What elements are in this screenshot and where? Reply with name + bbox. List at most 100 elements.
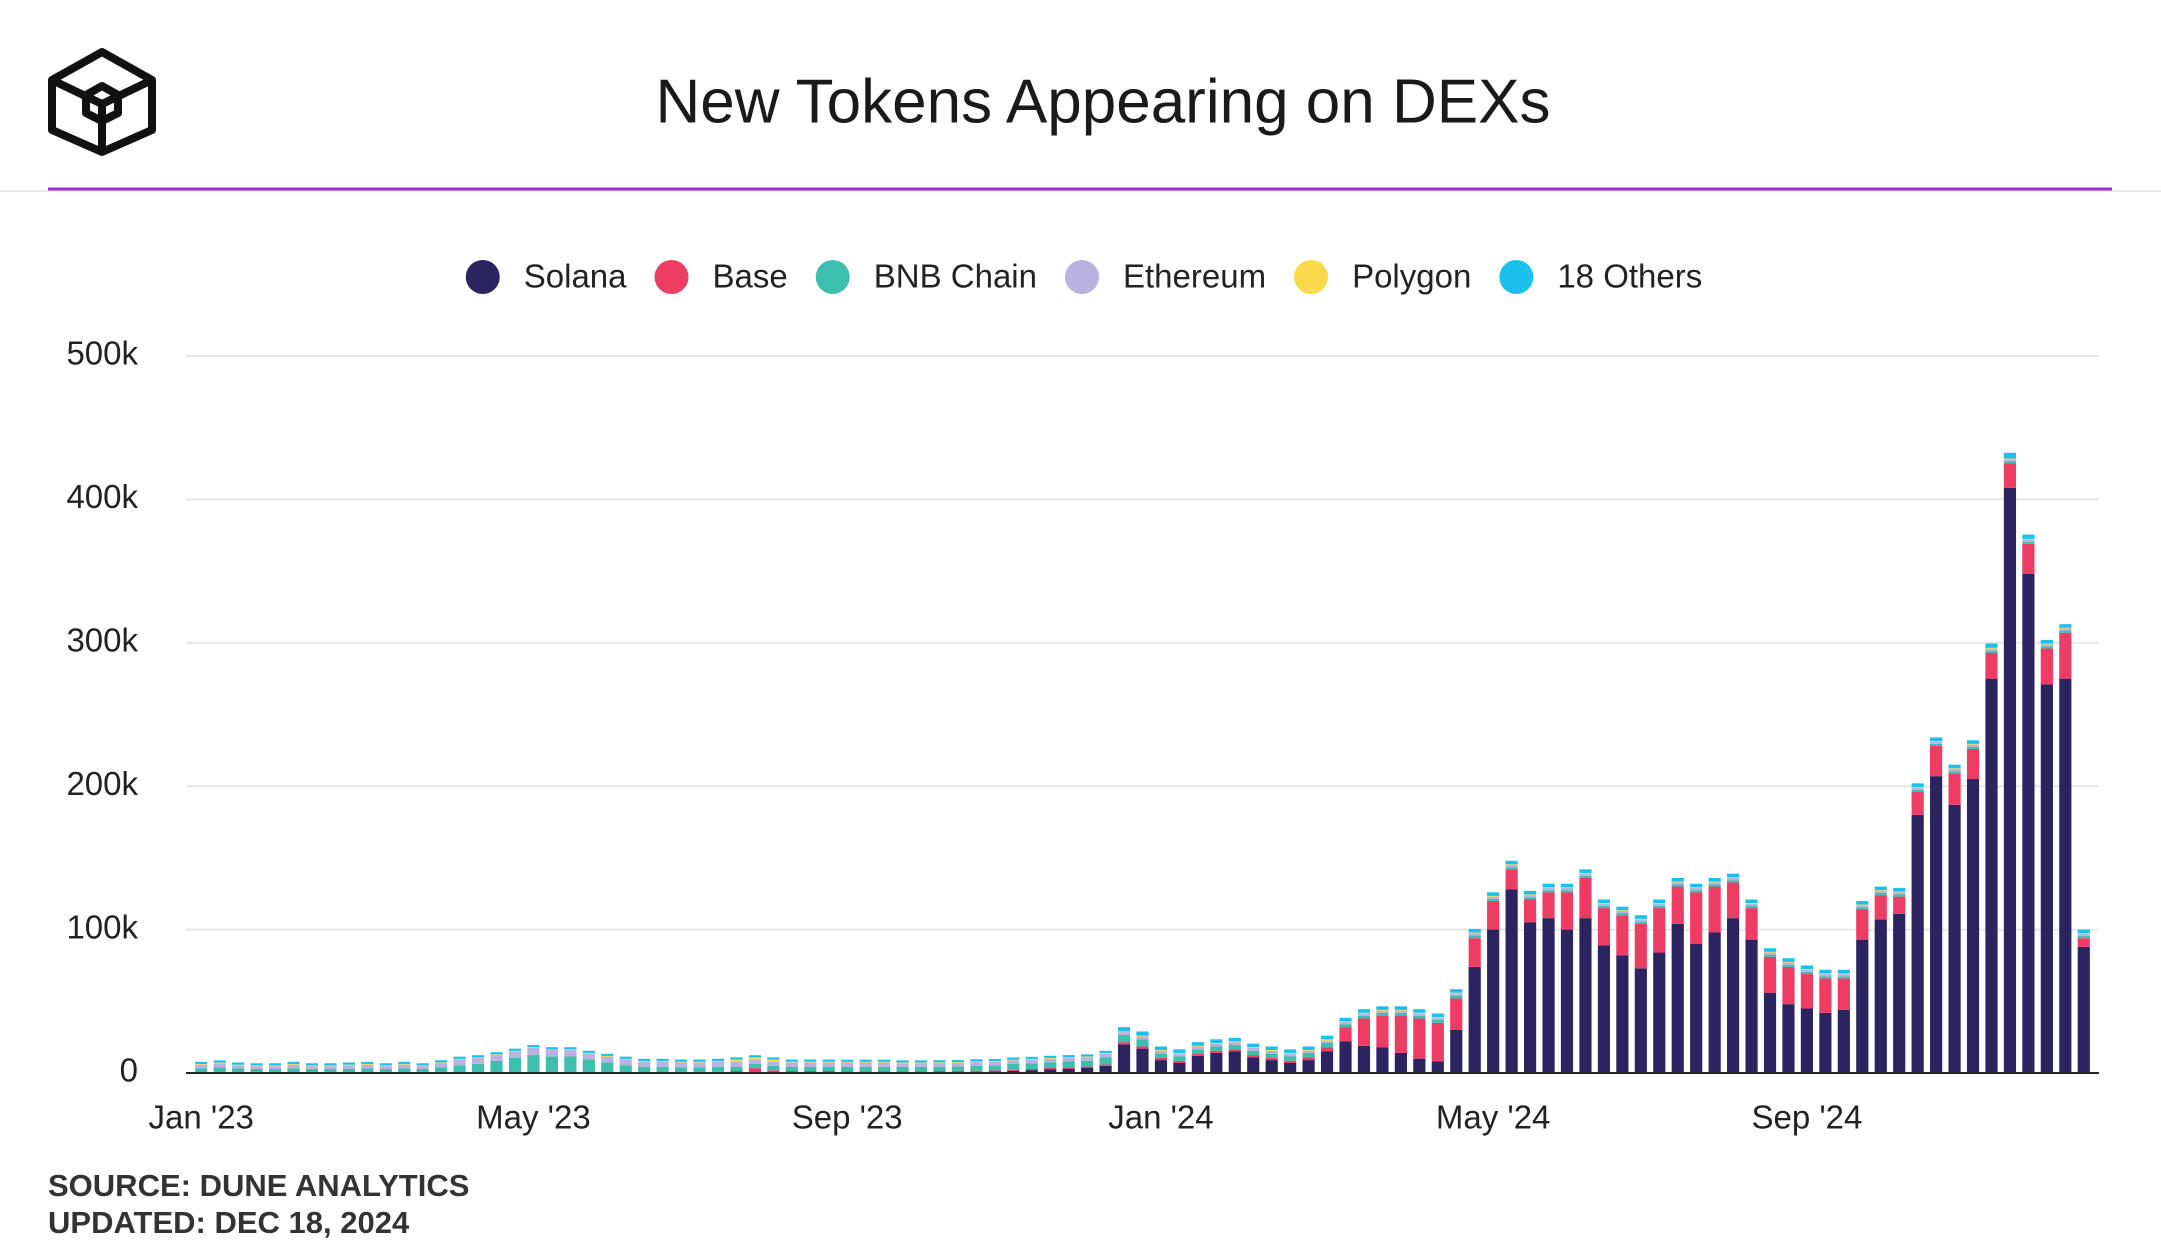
bar-segment bbox=[1930, 741, 1943, 742]
bar-segment bbox=[1837, 976, 1850, 979]
bar-segment bbox=[656, 1061, 669, 1067]
bar-segment bbox=[1025, 1059, 1038, 1064]
bar-segment bbox=[1431, 1022, 1444, 1062]
bar-segment bbox=[1468, 928, 1481, 933]
bar-segment bbox=[1763, 954, 1777, 957]
bar-segment bbox=[1210, 1050, 1223, 1053]
bar-segment bbox=[453, 1058, 466, 1060]
legend-label: 18 Others bbox=[1557, 258, 1702, 295]
bar-segment bbox=[1025, 1070, 1038, 1073]
bar-segment bbox=[1247, 1043, 1260, 1048]
bar-segment bbox=[1228, 1042, 1241, 1046]
bar-segment bbox=[841, 1061, 854, 1063]
bar-segment bbox=[1800, 969, 1814, 970]
bar-segment bbox=[1007, 1059, 1020, 1061]
bar-segment bbox=[1081, 1054, 1094, 1057]
bar-segment bbox=[1837, 969, 1850, 974]
bar-segment bbox=[1191, 1042, 1204, 1046]
bar-segment bbox=[471, 1058, 485, 1064]
bar-segment bbox=[767, 1059, 780, 1062]
bar-segment bbox=[250, 1066, 263, 1069]
bar-segment bbox=[1081, 1056, 1094, 1058]
bar-segment bbox=[1228, 1037, 1241, 1042]
bar-segment bbox=[1708, 932, 1721, 1073]
bar-segment bbox=[1044, 1057, 1057, 1059]
bar-segment bbox=[232, 1065, 245, 1069]
bar-segment bbox=[1948, 764, 1961, 769]
bar-segment bbox=[1985, 650, 1998, 653]
bar-segment bbox=[1025, 1068, 1038, 1071]
bar-segment bbox=[1911, 787, 1924, 790]
bar-segment bbox=[1394, 1015, 1407, 1053]
legend-label: BNB Chain bbox=[874, 258, 1037, 295]
bar-segment bbox=[1099, 1064, 1112, 1066]
bar-segment bbox=[1634, 921, 1647, 924]
bar-segment bbox=[1930, 743, 1943, 747]
bar-segment bbox=[1154, 1057, 1168, 1061]
bar-segment bbox=[1302, 1060, 1315, 1073]
bar-segment bbox=[1302, 1050, 1315, 1053]
bar-segment bbox=[1597, 903, 1610, 906]
bar-segment bbox=[1007, 1057, 1020, 1060]
bar-segment bbox=[804, 1061, 817, 1063]
bar-segment bbox=[1634, 923, 1647, 969]
bar-segment bbox=[1597, 945, 1610, 1073]
bar-segment bbox=[287, 1063, 300, 1065]
bar-segment bbox=[435, 1067, 448, 1073]
bar-segment bbox=[1874, 890, 1887, 891]
bar-segment bbox=[841, 1059, 854, 1062]
bar-segment bbox=[232, 1062, 245, 1065]
bar-segment bbox=[490, 1060, 503, 1073]
bar-segment bbox=[1523, 890, 1537, 895]
bar-segment bbox=[1579, 875, 1592, 878]
bar-segment bbox=[1708, 886, 1721, 933]
bar-segment bbox=[1136, 1031, 1149, 1036]
bar-segment bbox=[1450, 1029, 1463, 1073]
bar-segment bbox=[305, 1063, 319, 1066]
bar-segment bbox=[1523, 922, 1537, 1073]
bar-segment bbox=[1357, 1018, 1371, 1046]
bar-segment bbox=[675, 1061, 688, 1063]
bar-segment bbox=[1487, 896, 1500, 899]
bar-segment bbox=[250, 1063, 263, 1066]
bar-segment bbox=[1320, 1035, 1334, 1040]
bar-segment bbox=[1357, 1012, 1371, 1014]
bar-segment bbox=[914, 1063, 928, 1067]
bar-segment bbox=[804, 1066, 817, 1071]
bar-segment bbox=[471, 1063, 485, 1073]
bar-segment bbox=[213, 1062, 226, 1064]
bar-segment bbox=[675, 1067, 688, 1073]
bar-segment bbox=[1856, 939, 1869, 1073]
bar-segment bbox=[914, 1071, 928, 1073]
bar-segment bbox=[545, 1047, 558, 1050]
bar-segment bbox=[1210, 1039, 1223, 1043]
bar-segment bbox=[1173, 1049, 1186, 1053]
bar-segment bbox=[1228, 1041, 1241, 1043]
bar-segment bbox=[398, 1068, 411, 1073]
bar-segment bbox=[1265, 1046, 1278, 1051]
bar-segment bbox=[1136, 1039, 1149, 1047]
bar-segment bbox=[859, 1066, 872, 1072]
bar-segment bbox=[582, 1050, 595, 1053]
bar-segment bbox=[896, 1060, 909, 1063]
legend-label: Ethereum bbox=[1123, 258, 1266, 295]
bar-segment bbox=[545, 1050, 558, 1057]
bar-segment bbox=[1819, 974, 1832, 977]
bar-segment bbox=[1210, 1043, 1223, 1047]
bar-segment bbox=[1487, 898, 1500, 901]
bar-segment bbox=[305, 1066, 319, 1069]
bar-segment bbox=[324, 1068, 337, 1073]
bar-segment bbox=[1099, 1053, 1112, 1058]
bar-segment bbox=[1487, 929, 1500, 1073]
bar-segment bbox=[933, 1066, 946, 1071]
bar-segment bbox=[361, 1064, 374, 1069]
bar-segment bbox=[804, 1059, 817, 1062]
bar-segment bbox=[1468, 935, 1481, 939]
bar-segment bbox=[1339, 1021, 1352, 1023]
bar-segment bbox=[730, 1066, 743, 1071]
bar-segment bbox=[1062, 1067, 1075, 1069]
bar-segment bbox=[361, 1063, 374, 1065]
bar-segment bbox=[398, 1061, 411, 1064]
bar-segment bbox=[1856, 900, 1869, 905]
bar-segment bbox=[1136, 1036, 1149, 1040]
